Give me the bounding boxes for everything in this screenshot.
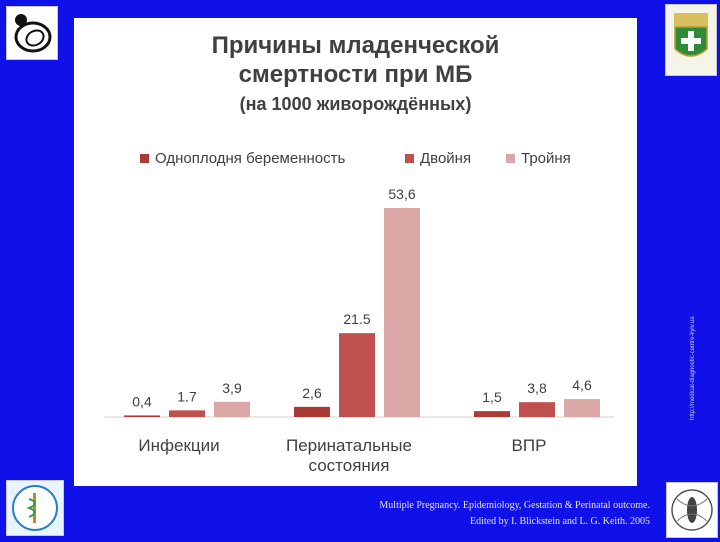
source-citation: Multiple Pregnancy. Epidemiology, Gestat… [250,498,650,530]
bar-chart: 0,4 2,6 1,5 1.7 21.5 3,8 3,9 53,6 4,6 [104,186,614,418]
slide-panel: Причины младенческой смертности при МБ (… [74,18,637,486]
legend-item-triplets: Тройня [506,150,571,167]
data-label: 0,4 [132,393,152,409]
legend-item-twins: Двойня [405,150,471,167]
logo-bottom-right [666,482,718,538]
logo-top-left [6,6,58,60]
data-label: 4,6 [572,377,592,393]
data-label: 3,8 [527,380,547,396]
bar [384,208,420,417]
logo-top-right [665,4,717,76]
citation-line: Multiple Pregnancy. Epidemiology, Gestat… [379,500,650,511]
medical-emblem-icon [12,485,58,531]
category-label-malformations: ВПР [464,436,594,456]
category-label-line: ВПР [511,436,547,455]
legend-label: Одноплодня беременность [155,150,346,167]
ring-logo-icon [14,14,52,53]
data-label: 21.5 [343,311,370,327]
logo-bottom-left [6,480,64,536]
bar [339,333,375,417]
legend-swatch [506,154,515,163]
bar [564,399,600,417]
slide-title-line1: Причины младенческой [211,32,500,59]
category-label-line: Перинатальные [286,436,412,455]
side-caption: http://medical-diagnostic-centre-kyiv.ua [690,316,696,420]
data-label: 3,9 [222,380,242,396]
data-label: 2,6 [302,385,322,401]
category-label-line: состояния [308,456,390,475]
legend-swatch [405,154,414,163]
ornament-emblem-icon [671,489,713,531]
bar [294,406,330,417]
bar [124,415,160,417]
data-label: 1.7 [177,388,197,404]
slide-subtitle: (на 1000 живорождённых) [239,94,472,114]
data-label: 1,5 [482,389,502,405]
legend-item-singleton: Одноплодня беременность [140,150,345,167]
bar [519,402,555,417]
data-label: 53,6 [388,186,415,202]
coat-of-arms-icon [674,13,708,57]
legend-label: Тройня [521,150,571,167]
category-label-perinatal: Перинатальные состояния [254,436,444,476]
legend-label: Двойня [420,150,472,167]
bar [169,410,205,417]
bar [474,411,510,417]
legend-swatch [140,154,149,163]
slide-title-line2: смертности при МБ [238,61,473,88]
citation-line: Edited by I. Blickstein and L. G. Keith.… [470,516,650,527]
category-label-infections: Инфекции [104,436,254,456]
bar [214,401,250,417]
category-label-line: Инфекции [138,436,220,455]
